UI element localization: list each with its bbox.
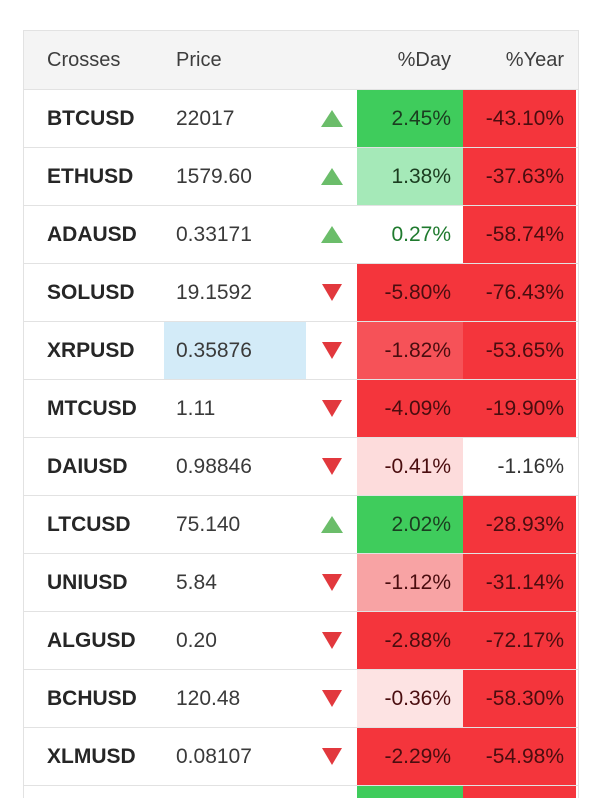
table-row[interactable]: XRPUSD 0.35876 -1.82% -53.65% [24, 322, 578, 380]
symbol-cell: DAIUSD [47, 454, 128, 478]
symbol-cell: ETHUSD [47, 164, 134, 188]
partial-year-cell [463, 786, 576, 798]
symbol-cell: ALGUSD [47, 628, 136, 652]
symbol-cell: BTCUSD [47, 106, 135, 130]
year-change-cell: -37.63% [463, 148, 576, 205]
day-change-cell: -2.29% [357, 728, 463, 785]
year-change-cell: -58.74% [463, 206, 576, 263]
symbol-cell: BCHUSD [47, 686, 137, 710]
price-cell: 0.35876 [164, 322, 306, 379]
price-cell: 0.20 [176, 628, 217, 652]
price-cell: 75.140 [176, 512, 241, 536]
arrow-down-icon [321, 748, 342, 765]
header-trend [306, 31, 357, 89]
day-change-cell: -4.09% [357, 380, 463, 437]
arrow-up-icon [320, 168, 343, 185]
table-row[interactable]: ETHUSD 1579.60 1.38% -37.63% [24, 148, 578, 206]
trend-cell [306, 90, 357, 147]
day-change-cell: -0.41% [357, 438, 463, 495]
trend-cell [306, 264, 357, 321]
year-change-cell: -19.90% [463, 380, 576, 437]
trend-cell [306, 322, 357, 379]
arrow-up-icon [320, 516, 343, 533]
year-change-cell: -58.30% [463, 670, 576, 727]
table-row[interactable]: LTCUSD 75.140 2.02% -28.93% [24, 496, 578, 554]
table-header-row: Crosses Price %Day %Year [24, 31, 578, 90]
year-change-cell: -1.16% [463, 438, 576, 495]
table-row[interactable]: UNIUSD 5.84 -1.12% -31.14% [24, 554, 578, 612]
header-day-change[interactable]: %Day [397, 48, 451, 71]
arrow-down-icon [321, 458, 342, 475]
arrow-down-icon [321, 574, 342, 591]
day-change-cell: 1.38% [357, 148, 463, 205]
table-row[interactable]: BTCUSD 22017 2.45% -43.10% [24, 90, 578, 148]
price-cell: 120.48 [176, 686, 241, 710]
partial-day-cell [357, 786, 463, 798]
trend-cell [306, 612, 357, 669]
trend-cell [306, 554, 357, 611]
symbol-cell: ADAUSD [47, 222, 137, 246]
symbol-cell: UNIUSD [47, 570, 128, 594]
price-cell: 0.08107 [176, 744, 252, 768]
arrow-down-icon [321, 400, 342, 417]
day-change-cell: -1.12% [357, 554, 463, 611]
table-row[interactable]: XLMUSD 0.08107 -2.29% -54.98% [24, 728, 578, 786]
year-change-cell: -31.14% [463, 554, 576, 611]
arrow-up-icon [320, 226, 343, 243]
arrow-down-icon [321, 690, 342, 707]
table-row-partial [24, 786, 578, 798]
year-change-cell: -53.65% [463, 322, 576, 379]
crosses-table: Crosses Price %Day %Year BTCUSD 22017 2.45… [23, 30, 579, 798]
trend-cell [306, 496, 357, 553]
price-cell: 0.33171 [176, 222, 252, 246]
table-row[interactable]: ALGUSD 0.20 -2.88% -72.17% [24, 612, 578, 670]
price-cell: 0.98846 [176, 454, 252, 478]
trend-cell [306, 670, 357, 727]
symbol-cell: LTCUSD [47, 512, 131, 536]
symbol-cell: MTCUSD [47, 396, 137, 420]
trend-cell [306, 438, 357, 495]
year-change-cell: -43.10% [463, 90, 576, 147]
year-change-cell: -28.93% [463, 496, 576, 553]
symbol-cell: SOLUSD [47, 280, 135, 304]
price-cell: 5.84 [176, 570, 217, 594]
day-change-cell: 2.45% [357, 90, 463, 147]
arrow-down-icon [321, 284, 342, 301]
header-year-change[interactable]: %Year [505, 48, 564, 71]
table-row[interactable]: MTCUSD 1.11 -4.09% -19.90% [24, 380, 578, 438]
year-change-cell: -76.43% [463, 264, 576, 321]
trend-cell [306, 148, 357, 205]
trend-cell [306, 728, 357, 785]
year-change-cell: -72.17% [463, 612, 576, 669]
day-change-cell: 0.27% [357, 206, 463, 263]
table-row[interactable]: ADAUSD 0.33171 0.27% -58.74% [24, 206, 578, 264]
table-row[interactable]: SOLUSD 19.1592 -5.80% -76.43% [24, 264, 578, 322]
price-cell: 22017 [176, 106, 235, 130]
day-change-cell: -5.80% [357, 264, 463, 321]
table-body: BTCUSD 22017 2.45% -43.10% ETHUSD 1579.60 1.38… [24, 90, 578, 786]
symbol-cell: XRPUSD [47, 338, 135, 362]
arrow-down-icon [321, 342, 342, 359]
price-cell: 1579.60 [176, 164, 252, 188]
price-cell: 19.1592 [176, 280, 252, 304]
day-change-cell: 2.02% [357, 496, 463, 553]
symbol-cell: XLMUSD [47, 744, 136, 768]
day-change-cell: -1.82% [357, 322, 463, 379]
price-cell: 1.11 [176, 396, 216, 420]
trend-cell [306, 380, 357, 437]
year-change-cell: -54.98% [463, 728, 576, 785]
trend-cell [306, 206, 357, 263]
day-change-cell: -2.88% [357, 612, 463, 669]
day-change-cell: -0.36% [357, 670, 463, 727]
arrow-up-icon [320, 110, 343, 127]
arrow-down-icon [321, 632, 342, 649]
header-price[interactable]: Price [176, 48, 222, 71]
table-row[interactable]: BCHUSD 120.48 -0.36% -58.30% [24, 670, 578, 728]
table-row[interactable]: DAIUSD 0.98846 -0.41% -1.16% [24, 438, 578, 496]
header-crosses[interactable]: Crosses [47, 48, 121, 71]
